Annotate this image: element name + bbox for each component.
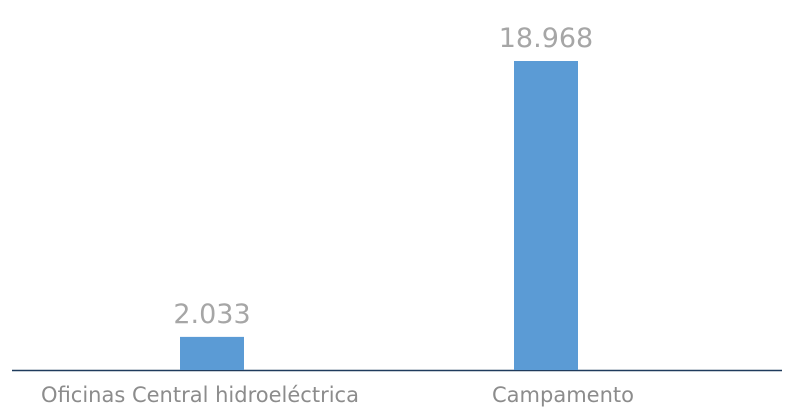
bar [514,61,578,370]
value-label: 2.033 [173,299,250,330]
x-tick-label: Oficinas Central hidroeléctrica [41,383,359,407]
bar [180,336,244,370]
x-tick-label: Campamento [492,383,634,407]
value-label: 18.968 [499,23,593,54]
